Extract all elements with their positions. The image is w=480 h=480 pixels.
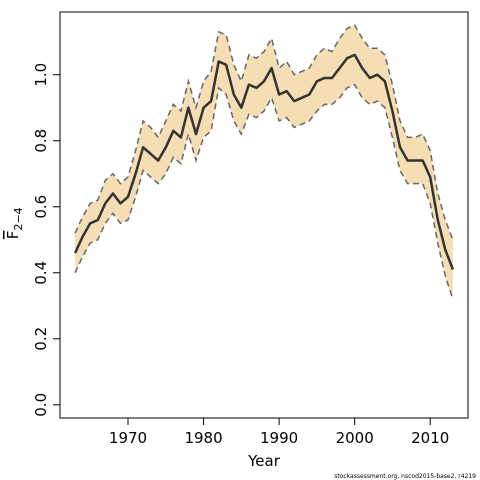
y-tick-label: 0.6 <box>32 195 50 219</box>
x-axis-title: Year <box>247 452 281 470</box>
y-tick-label: 0.0 <box>32 393 50 417</box>
y-axis-title-subscript: 2−4 <box>12 207 25 230</box>
x-tick-label: 2010 <box>411 429 449 447</box>
x-tick-label: 2000 <box>336 429 374 447</box>
svg-text:F2−4: F2−4 <box>4 207 25 239</box>
upper-bound-line <box>74 24 454 241</box>
y-axis-title-main: F <box>4 231 22 240</box>
y-axis: 0.0 0.2 0.4 0.6 0.8 1.0 <box>32 63 60 417</box>
y-tick-label: 1.0 <box>32 63 50 87</box>
plot-frame <box>59 11 469 419</box>
y-tick-label: 0.2 <box>32 327 50 351</box>
credit-text: stockassessment.org, nscod2015-base2, r4… <box>334 473 476 480</box>
lower-bound-line <box>74 83 454 300</box>
estimate-line <box>73 53 455 270</box>
x-tick-label: 1990 <box>260 429 298 447</box>
plot-area <box>73 24 455 300</box>
y-tick-label: 0.8 <box>32 129 50 153</box>
x-tick-label: 1980 <box>184 429 222 447</box>
y-axis-title: F2−4 <box>4 207 25 239</box>
y-tick-label: 0.4 <box>32 261 50 285</box>
x-tick-label: 1970 <box>109 429 147 447</box>
x-axis: 1970 1980 1990 2000 2010 <box>109 418 449 447</box>
